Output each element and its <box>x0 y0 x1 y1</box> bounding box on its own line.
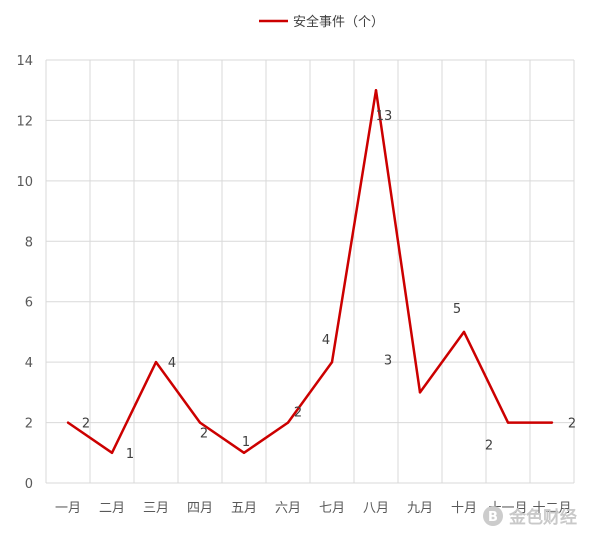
data-label: 2 <box>485 439 493 454</box>
data-label: 5 <box>453 302 461 317</box>
watermark-icon-glyph: B <box>488 510 498 525</box>
data-label: 1 <box>126 447 134 462</box>
data-label: 2 <box>294 406 302 421</box>
legend: 安全事件（个） <box>259 14 384 30</box>
data-point <box>286 421 290 424</box>
data-labels: 2 1 4 2 1 2 4 13 3 5 2 2 <box>82 109 576 462</box>
x-tick-label: 十二月 <box>532 501 571 516</box>
x-tick-label: 一月 <box>55 501 81 516</box>
data-label: 4 <box>322 333 330 348</box>
series-layer <box>66 88 554 455</box>
x-tick-label: 九月 <box>407 501 433 516</box>
x-tick-label: 五月 <box>231 501 257 516</box>
data-point <box>462 330 466 334</box>
gridlines <box>45 59 575 484</box>
y-tick-label: 4 <box>25 356 33 371</box>
data-point <box>154 360 158 364</box>
x-tick-label: 三月 <box>143 501 169 516</box>
data-label: 2 <box>200 427 208 442</box>
data-point <box>66 421 70 424</box>
x-tick-label: 八月 <box>363 501 389 516</box>
data-point <box>374 89 378 92</box>
x-tick-label: 十月 <box>451 501 477 516</box>
series-line <box>67 88 552 455</box>
y-tick-label: 12 <box>16 114 33 129</box>
bitcoin-coin-icon <box>483 506 503 526</box>
y-axis-tick-labels: 0 2 4 6 8 10 12 14 <box>16 54 33 492</box>
data-point <box>110 451 114 454</box>
y-tick-label: 8 <box>25 235 33 250</box>
data-label: 4 <box>168 356 176 371</box>
y-tick-label: 2 <box>25 417 33 432</box>
y-tick-label: 14 <box>16 54 33 69</box>
y-tick-label: 6 <box>25 296 33 311</box>
y-tick-label: 0 <box>25 477 33 492</box>
data-point <box>198 421 202 424</box>
data-label: 2 <box>82 417 90 432</box>
data-label: 13 <box>376 109 393 124</box>
legend-label: 安全事件（个） <box>293 14 384 30</box>
data-label: 3 <box>384 353 392 368</box>
data-point <box>418 391 422 394</box>
watermark-text: 金色财经 <box>508 507 577 528</box>
watermark: B 金色财经 <box>483 506 577 528</box>
data-label: 1 <box>242 435 250 450</box>
x-tick-label: 七月 <box>319 501 345 516</box>
data-point <box>242 451 246 454</box>
x-tick-label: 四月 <box>187 501 213 516</box>
x-tick-label: 二月 <box>99 501 125 516</box>
data-label: 2 <box>568 417 576 432</box>
x-tick-label: 六月 <box>275 501 301 516</box>
y-tick-label: 10 <box>16 175 33 190</box>
data-point <box>330 360 334 364</box>
data-point <box>550 421 554 424</box>
data-point <box>506 421 510 424</box>
